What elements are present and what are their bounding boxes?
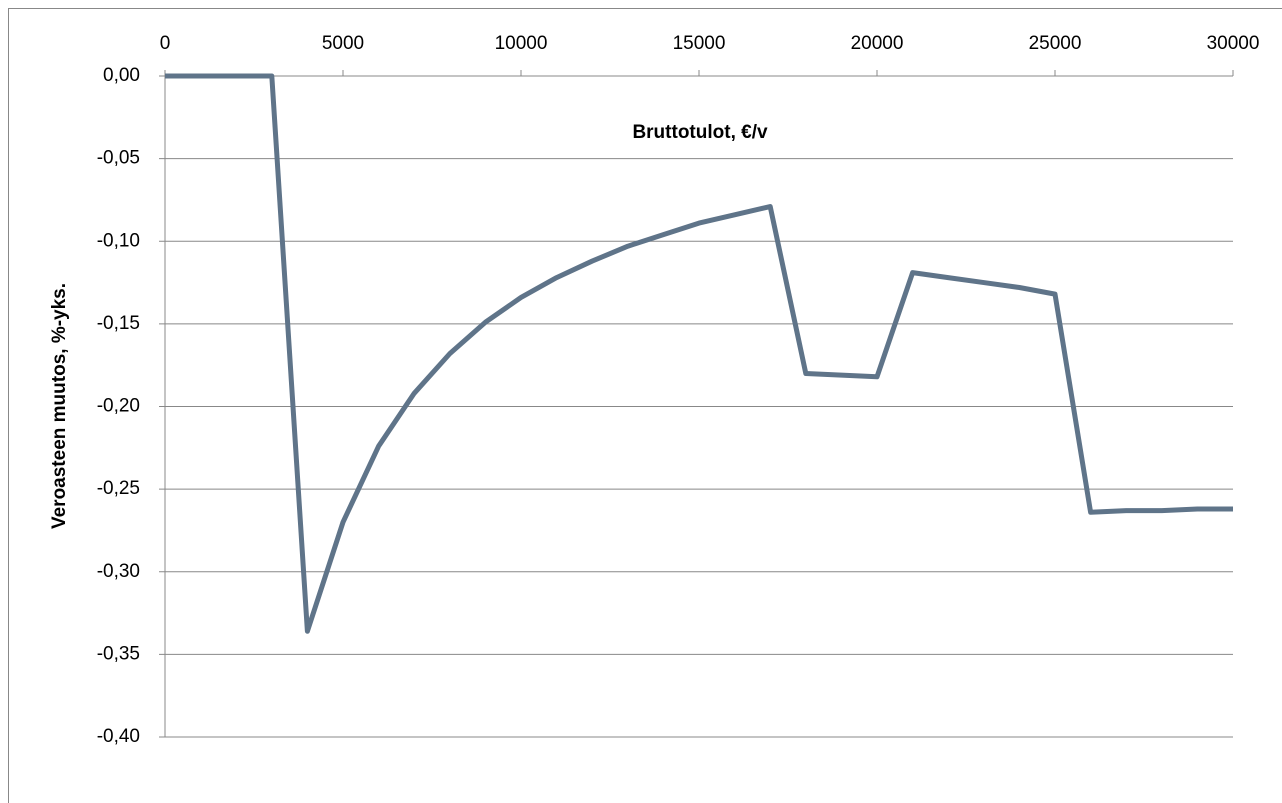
y-tick-label: -0,10 <box>97 230 140 251</box>
x-tick-label: 25000 <box>1029 33 1082 54</box>
y-tick-label: -0,40 <box>97 726 140 747</box>
x-tick-label: 5000 <box>322 33 364 54</box>
y-tick-label: 0,00 <box>103 65 140 86</box>
y-tick-label: -0,25 <box>97 478 140 499</box>
y-tick-label: -0,20 <box>97 396 140 417</box>
y-axis-label: Veroasteen muutos, %-yks. <box>49 283 70 529</box>
line-series <box>165 73 1233 634</box>
y-tick-label: -0,05 <box>97 148 140 169</box>
x-axis-label: Bruttotulot, €/v <box>632 122 768 143</box>
x-tick-label: 20000 <box>851 33 904 54</box>
y-tick-label: -0,15 <box>97 313 140 334</box>
x-tick-label: 15000 <box>673 33 726 54</box>
x-tick-label: 30000 <box>1207 33 1260 54</box>
y-tick-label: -0,35 <box>97 643 140 664</box>
x-tick-label: 0 <box>160 33 171 54</box>
x-tick-label: 10000 <box>495 33 548 54</box>
y-tick-label: -0,30 <box>97 561 140 582</box>
chart-border <box>8 8 1282 803</box>
